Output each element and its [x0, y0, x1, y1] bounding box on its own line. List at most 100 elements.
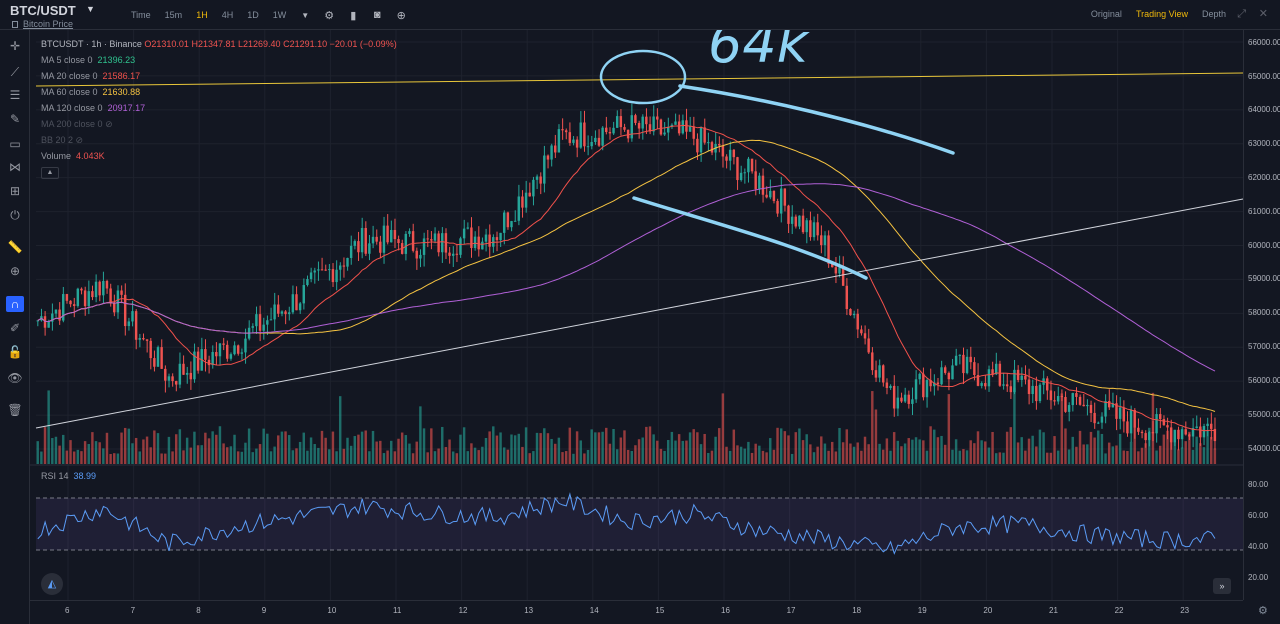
candle-body: [575, 139, 579, 148]
volume-bar: [1111, 446, 1115, 464]
ruler-icon[interactable]: 📏: [7, 240, 23, 254]
symbol-title[interactable]: BTC/USDT: [10, 3, 76, 18]
interval-15m[interactable]: 15m: [164, 10, 183, 20]
trash-icon[interactable]: 🗑: [7, 403, 23, 417]
expand-icon[interactable]: ⤢: [1237, 8, 1246, 20]
tab-original[interactable]: Original: [1090, 9, 1122, 19]
magnet-icon[interactable]: ∩: [6, 296, 24, 312]
chevron-down-icon[interactable]: ▼: [86, 4, 95, 14]
volume-bar: [779, 428, 783, 464]
text-note-icon[interactable]: ▭: [9, 137, 21, 151]
price-axis[interactable]: 66000.00 65000.00 64000.00 63000.00 6200…: [1243, 30, 1280, 600]
candle-body: [532, 179, 535, 197]
volume-bar: [703, 433, 706, 464]
tab-trading-view[interactable]: Trading View: [1135, 9, 1188, 19]
candle-body: [885, 382, 889, 389]
candle-body: [1093, 412, 1096, 424]
scroll-to-latest-button[interactable]: »: [1213, 578, 1231, 594]
candle-body: [145, 339, 149, 341]
rsi-legend[interactable]: RSI 14 38.99: [41, 471, 97, 481]
ma20-row[interactable]: MA 20 close 0 21586.17: [41, 71, 141, 81]
symbol-subtitle[interactable]: Bitcoin Price: [12, 19, 73, 29]
ma120-row[interactable]: MA 120 close 0 20917.17: [41, 103, 146, 113]
candle-body: [805, 220, 808, 233]
lower-channel-stroke: [632, 196, 868, 280]
candle-body: [688, 126, 692, 132]
eye-icon[interactable]: 👁: [7, 371, 23, 385]
measure-icon[interactable]: ⊞: [9, 184, 21, 198]
close-icon[interactable]: ✕: [1258, 8, 1268, 20]
volume-bar: [1158, 445, 1162, 464]
ma200-row[interactable]: MA 200 close 0 ⊘: [41, 119, 113, 129]
candle-body: [594, 137, 597, 143]
ma5-row[interactable]: MA 5 close 0 21396.23: [41, 55, 136, 65]
volume-bar: [1144, 443, 1147, 464]
pattern-icon[interactable]: ⋈: [9, 160, 21, 174]
volume-bar: [707, 452, 710, 464]
horizontal-lines-icon[interactable]: ☰: [9, 88, 21, 102]
interval-time[interactable]: Time: [131, 10, 151, 20]
volume-bar: [499, 432, 502, 464]
gear-icon[interactable]: ⚙: [1258, 605, 1268, 617]
volume-bar: [1177, 449, 1180, 464]
ma60-row[interactable]: MA 60 close 0 21630.88: [41, 87, 141, 97]
lock-drawing-icon[interactable]: ✐: [9, 321, 21, 335]
bb-row[interactable]: BB 20 2 ⊘: [41, 135, 84, 145]
volume-bar: [287, 435, 291, 464]
chevron-down-icon[interactable]: ▼: [301, 10, 310, 20]
volume-bar: [1140, 447, 1144, 464]
tab-depth[interactable]: Depth: [1201, 9, 1226, 19]
candle-body: [422, 238, 426, 255]
volume-bar: [714, 436, 717, 464]
volume-bar: [933, 429, 936, 464]
collapse-legend-button[interactable]: ▲: [41, 167, 59, 179]
volume-bar: [218, 426, 222, 464]
trend-line-icon[interactable]: ⟋: [10, 65, 20, 79]
eye-off-icon[interactable]: ⊘: [105, 119, 113, 129]
eye-off-icon[interactable]: ⊘: [75, 135, 84, 145]
volume-bar: [718, 428, 721, 464]
interval-1h[interactable]: 1H: [196, 10, 208, 20]
candle-body: [984, 383, 987, 387]
crosshair-icon[interactable]: ✛: [9, 39, 21, 53]
volume-bars: [36, 387, 1217, 464]
time-tick: 11: [393, 606, 402, 615]
interval-4h[interactable]: 4H: [221, 10, 234, 20]
price-tick: 65000.00: [1248, 72, 1280, 81]
lock-icon[interactable]: 🔓: [7, 345, 23, 359]
volume-bar: [539, 433, 542, 464]
candle-body: [123, 294, 127, 327]
add-icon[interactable]: ⊕: [396, 9, 406, 22]
volume-bar: [550, 438, 553, 464]
rsi-tick: 80.00: [1248, 480, 1269, 489]
candle-body: [718, 144, 721, 146]
volume-bar: [1093, 437, 1096, 464]
volume-row[interactable]: Volume 4.043K: [41, 151, 105, 161]
volume-bar: [524, 427, 528, 464]
indicator-settings-icon[interactable]: ⚙: [324, 9, 335, 22]
chart-logo-icon[interactable]: ◭: [41, 573, 63, 595]
candle-body: [550, 145, 553, 160]
candle-body: [430, 239, 433, 241]
volume-bar: [495, 435, 499, 464]
volume-bar: [1056, 450, 1060, 464]
time-axis[interactable]: 6 7 8 9 10 11 12 13 14 15 16 17 18 19 20 21 22 23: [30, 600, 1243, 624]
candle-body: [1064, 397, 1067, 412]
volume-bar: [236, 451, 240, 464]
volume-bar: [663, 450, 666, 464]
time-tick: 23: [1180, 606, 1190, 615]
interval-1d[interactable]: 1D: [247, 10, 259, 20]
candle-body: [47, 321, 50, 328]
candle-body: [218, 343, 222, 357]
volume-bar: [583, 453, 586, 464]
volume-bar: [991, 431, 994, 464]
candle-body: [692, 126, 695, 139]
candle-style-icon[interactable]: ▮: [350, 9, 357, 22]
interval-1w[interactable]: 1W: [272, 10, 287, 20]
power-icon[interactable]: ⏻: [10, 208, 20, 222]
camera-icon[interactable]: ◙: [373, 9, 381, 21]
brush-icon[interactable]: ✎: [9, 112, 21, 126]
zoom-in-icon[interactable]: ⊕: [9, 264, 21, 278]
candle-body: [725, 156, 728, 161]
